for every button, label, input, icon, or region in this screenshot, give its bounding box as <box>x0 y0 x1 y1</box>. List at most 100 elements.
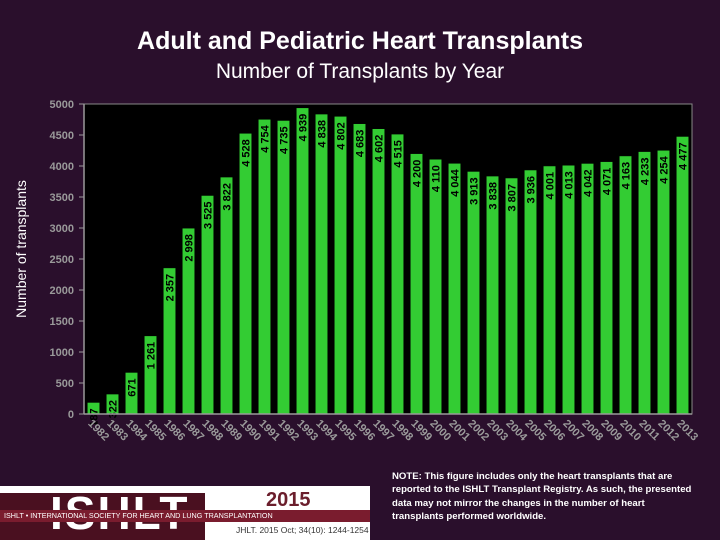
bar <box>618 155 633 415</box>
bar <box>238 132 253 415</box>
bar-value-label: 3 913 <box>469 177 481 205</box>
bar-value-label: 3 838 <box>488 182 500 210</box>
x-tick-label: 2001 <box>446 418 472 444</box>
bar <box>675 136 690 415</box>
x-tick-label: 2010 <box>617 418 643 444</box>
bar <box>485 175 500 415</box>
x-tick-label: 2009 <box>598 418 624 444</box>
bar-value-label: 4 042 <box>583 169 595 197</box>
y-tick-label: 4000 <box>50 161 74 173</box>
bar-value-label: 187 <box>89 408 101 426</box>
x-tick-label: 1988 <box>199 418 225 444</box>
bar-value-label: 4 044 <box>450 168 462 196</box>
bar <box>656 149 671 415</box>
x-tick-label: 1985 <box>142 418 168 444</box>
bar-value-label: 4 735 <box>279 126 291 154</box>
bar-value-label: 4 013 <box>564 171 576 199</box>
x-tick-label: 1989 <box>218 418 244 444</box>
bar-value-label: 322 <box>108 400 120 418</box>
bar-value-label: 4 477 <box>678 142 690 170</box>
bar-value-label: 4 754 <box>260 124 272 152</box>
bar-value-label: 4 939 <box>298 114 310 142</box>
bar-value-label: 3 807 <box>507 184 519 212</box>
bars-group: 187 322 671 1 261 2 357 2 998 3 525 3 822 4 528 4… <box>86 107 690 427</box>
bar-value-label: 4 163 <box>621 162 633 190</box>
bar <box>523 169 538 415</box>
x-tick-label: 1983 <box>104 418 130 444</box>
x-tick-label: 1993 <box>294 418 320 444</box>
x-tick-label: 1996 <box>351 418 377 444</box>
bar-value-label: 4 254 <box>659 155 671 183</box>
bar <box>219 176 234 415</box>
bar <box>447 162 462 415</box>
y-tick-label: 0 <box>68 409 74 421</box>
citation: JHLT. 2015 Oct; 34(10): 1244-1254 <box>236 525 369 535</box>
bar-value-label: 4 001 <box>545 172 557 200</box>
y-tick-label: 2500 <box>50 254 74 266</box>
x-tick-label: 1987 <box>180 418 206 444</box>
x-tick-label: 2006 <box>541 418 567 444</box>
bar <box>580 163 595 415</box>
bar <box>561 164 576 415</box>
x-tick-label: 1986 <box>161 418 187 444</box>
y-tick-label: 3000 <box>50 223 74 235</box>
bar <box>314 113 329 415</box>
bar <box>276 120 291 415</box>
bar-value-label: 1 261 <box>146 342 158 370</box>
y-axis: 0 500 1000 1500 2000 2500 3000 3500 4000 4500 5000 <box>50 99 85 421</box>
y-tick-label: 2000 <box>50 285 74 297</box>
bar <box>637 151 652 415</box>
ishlt-tagline: ISHLT • INTERNATIONAL SOCIETY FOR HEART … <box>0 510 370 522</box>
bar <box>333 115 348 415</box>
bar <box>295 107 310 415</box>
x-tick-label: 2005 <box>522 418 548 444</box>
x-tick-label: 2013 <box>674 418 700 444</box>
x-tick-label: 2012 <box>655 418 681 444</box>
bar <box>542 165 557 415</box>
bar-value-label: 4 515 <box>393 140 405 168</box>
y-tick-label: 500 <box>56 378 74 390</box>
bar-value-label: 3 822 <box>222 183 234 211</box>
bar-value-label: 4 602 <box>374 135 386 163</box>
bar-value-label: 4 802 <box>336 122 348 150</box>
y-tick-label: 1000 <box>50 347 74 359</box>
x-tick-label: 2000 <box>427 418 453 444</box>
chart-subtitle: Number of Transplants by Year <box>215 60 505 83</box>
bar-value-label: 2 357 <box>165 274 177 302</box>
bar <box>390 133 405 415</box>
bar-value-label: 4 683 <box>355 130 367 158</box>
bar <box>599 161 614 415</box>
bar-value-label: 4 071 <box>602 168 614 196</box>
y-tick-label: 5000 <box>50 99 74 111</box>
bar <box>466 171 481 415</box>
x-tick-label: 1999 <box>408 418 434 444</box>
bar-value-label: 3 936 <box>526 176 538 204</box>
y-axis-label: Number of transplants <box>13 180 29 318</box>
y-tick-label: 4500 <box>50 130 74 142</box>
bar <box>428 158 443 415</box>
x-axis: 1982198319841985198619871988198919901991… <box>84 413 700 444</box>
x-tick-label: 1998 <box>389 418 415 444</box>
x-tick-label: 1990 <box>237 418 263 444</box>
x-tick-label: 2007 <box>560 418 586 444</box>
x-tick-label: 1995 <box>332 418 358 444</box>
footnote: NOTE: This figure includes only the hear… <box>392 471 692 522</box>
bar-value-label: 2 998 <box>184 234 196 262</box>
bar-value-label: 4 233 <box>640 158 652 186</box>
report-year: 2015 <box>266 489 311 511</box>
x-tick-label: 1982 <box>85 418 111 444</box>
y-tick-label: 3500 <box>50 192 74 204</box>
bar-value-label: 671 <box>127 378 139 396</box>
bar-value-label: 4 838 <box>317 120 329 148</box>
x-tick-label: 1997 <box>370 418 396 444</box>
bar <box>409 153 424 415</box>
x-tick-label: 2002 <box>465 418 491 444</box>
x-tick-label: 1992 <box>275 418 301 444</box>
bar-value-label: 4 110 <box>431 165 443 192</box>
bar-value-label: 4 200 <box>412 160 424 188</box>
x-tick-label: 2011 <box>636 418 661 443</box>
bar <box>504 177 519 415</box>
bar-value-label: 3 525 <box>203 201 215 229</box>
bar <box>352 123 367 415</box>
